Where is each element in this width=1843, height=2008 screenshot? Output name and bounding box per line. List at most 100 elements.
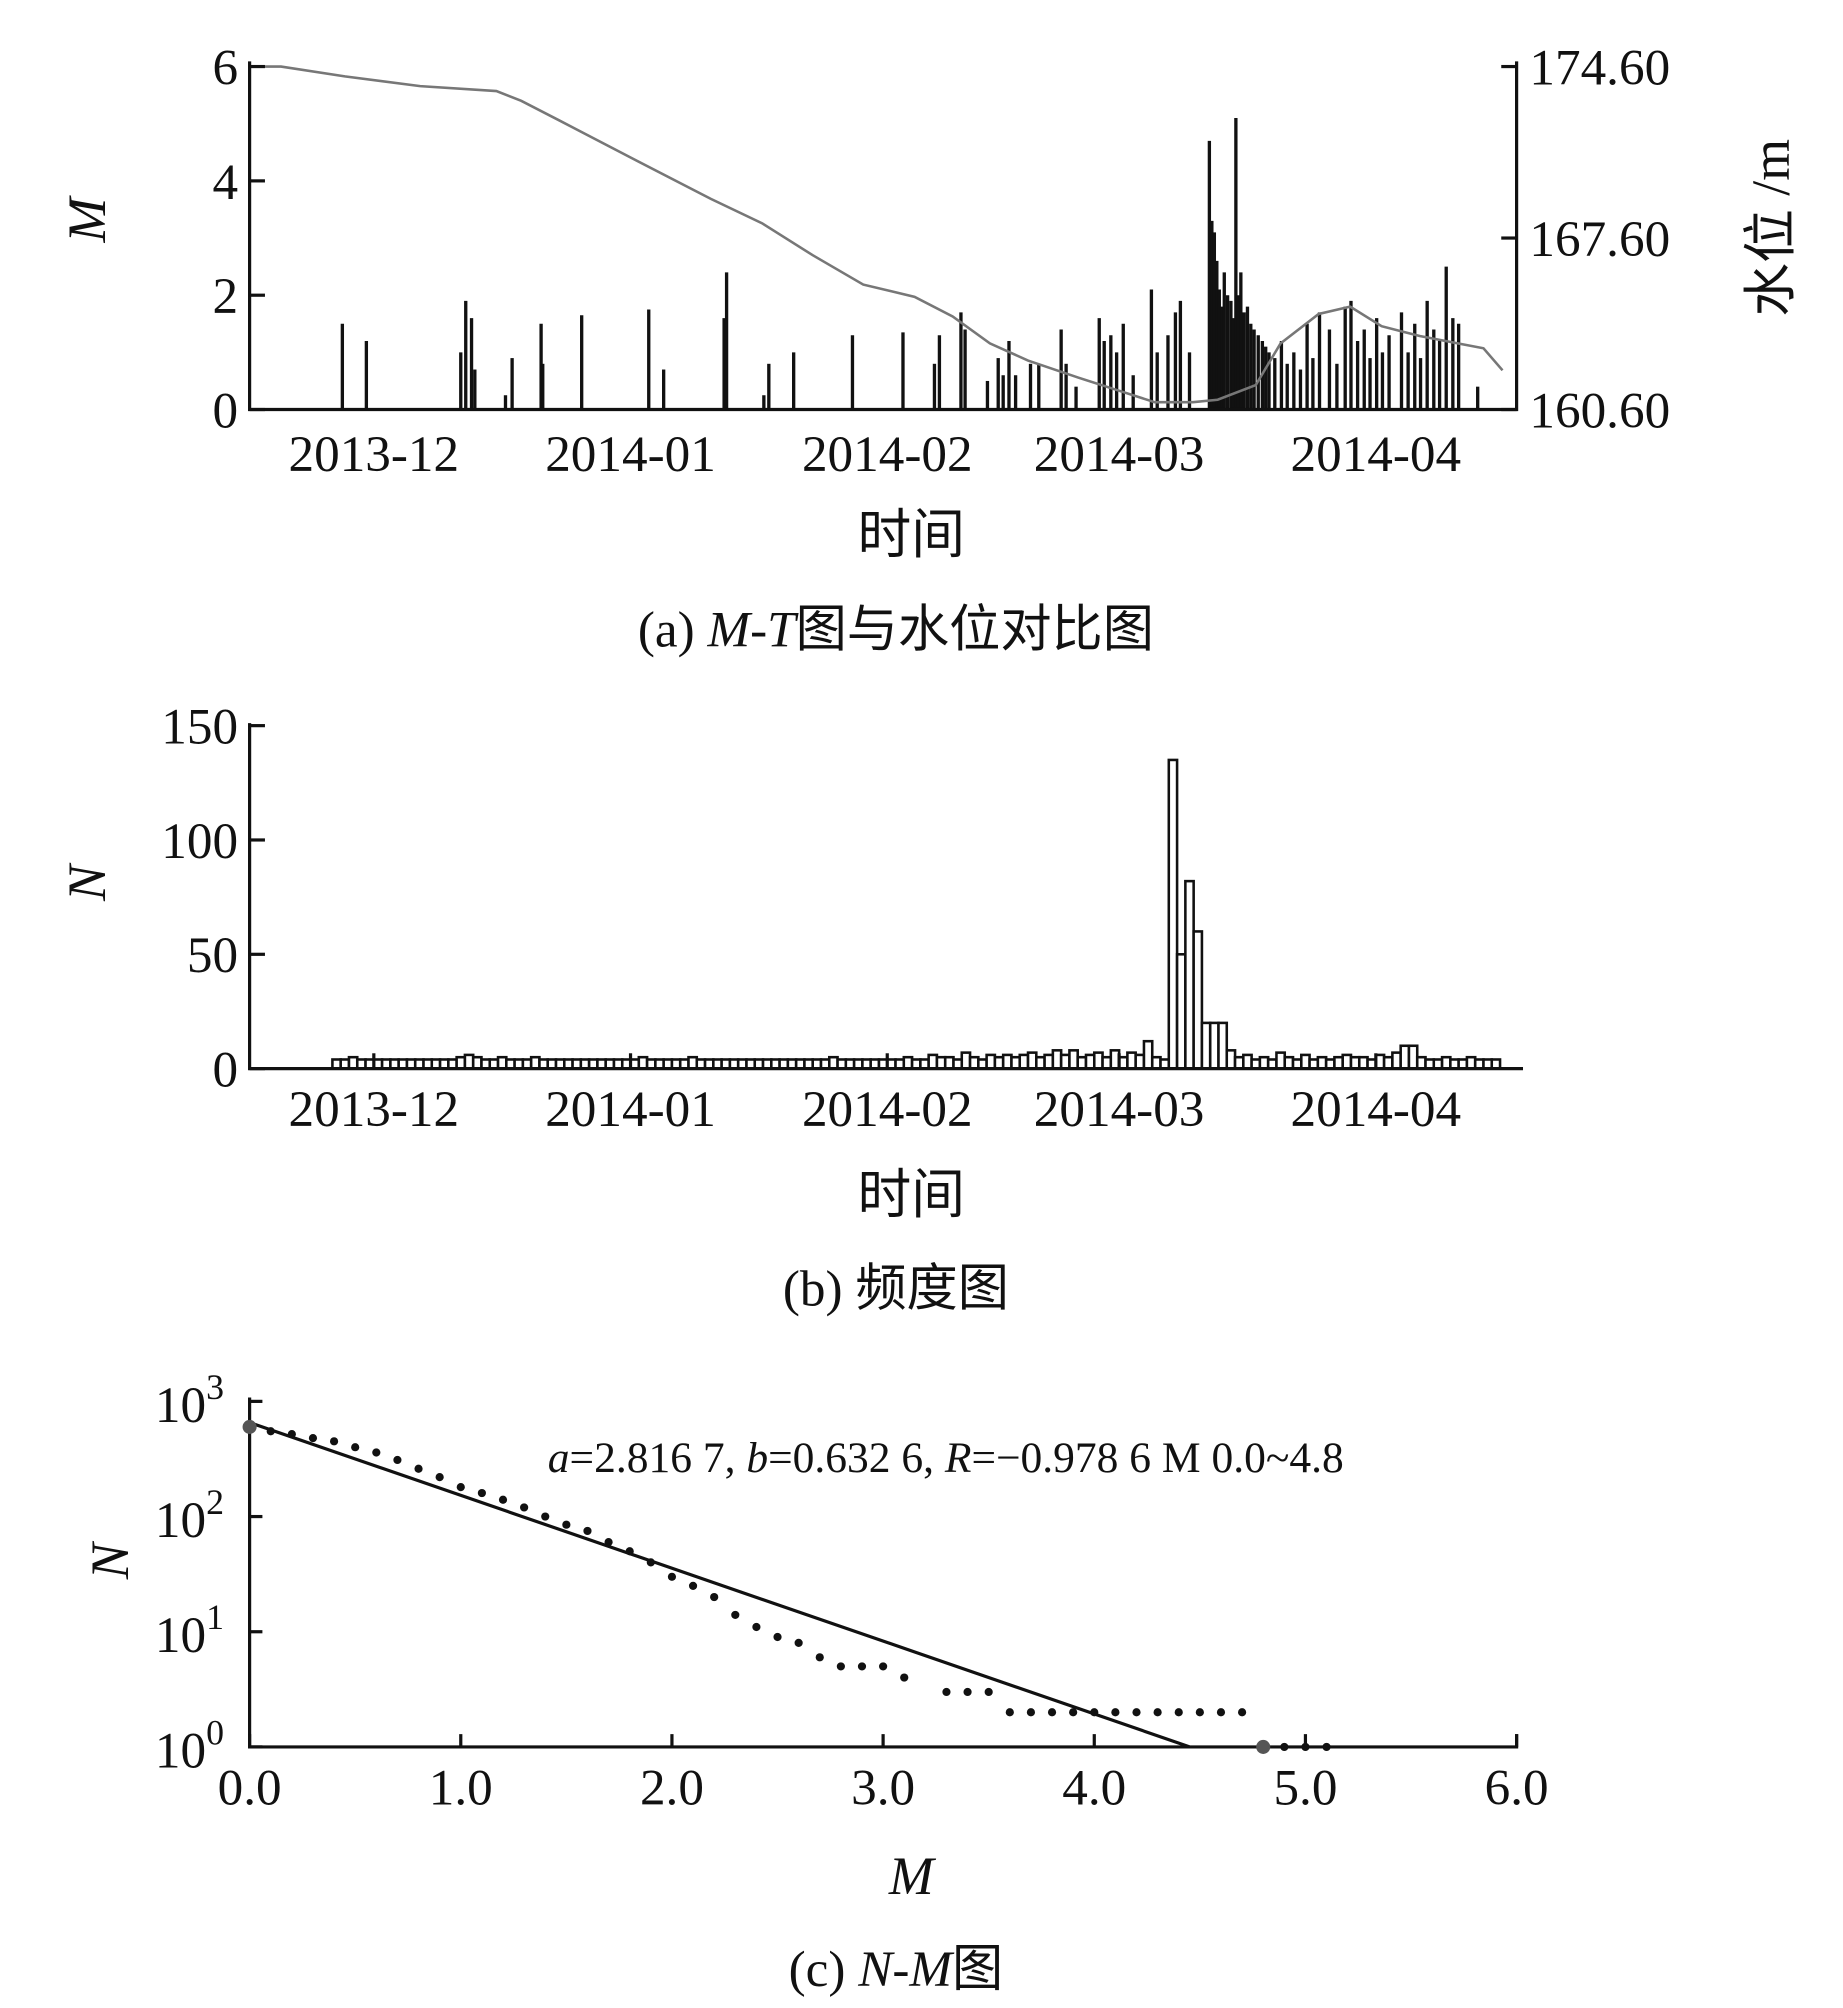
x-ticks: 2013-12 2014-01 2014-02 2014-03 2014-04	[289, 1053, 1462, 1138]
data-point	[1005, 1708, 1014, 1717]
y-tick-label: 6	[212, 39, 238, 96]
right-y-axis-label: 水位 /m	[1741, 139, 1801, 317]
y-tick-label: 101	[155, 1597, 224, 1664]
data-point	[857, 1662, 867, 1671]
y-tick-label: 100	[161, 813, 238, 870]
x-ticks: 0.0 1.0 2.0 3.0 4.0 5.0 6.0	[218, 1734, 1549, 1817]
data-point	[879, 1662, 888, 1671]
y-ticks: 0 50 100 150	[161, 699, 265, 1099]
data-point	[414, 1464, 423, 1473]
chart-b-axes	[248, 723, 1524, 1071]
data-point	[963, 1687, 972, 1697]
data-point	[1256, 1739, 1271, 1754]
x-tick-label: 2014-04	[1291, 1081, 1462, 1138]
data-point	[435, 1473, 444, 1482]
y-axis-label: M	[57, 195, 117, 244]
data-point	[667, 1572, 677, 1581]
y-tick-label: 102	[155, 1482, 224, 1549]
x-tick-label: 2013-12	[289, 426, 460, 483]
x-tick-label: 1.0	[429, 1760, 493, 1817]
x-tick-label: 2.0	[640, 1760, 704, 1817]
y-tick-label: 150	[161, 699, 238, 756]
chart-c: 100 101 102 103 0.0 1.0 2.0 3.0 4.0 5.0 6.0 a=2.8…	[80, 1367, 1549, 1998]
data-point	[1047, 1708, 1057, 1717]
data-point	[287, 1429, 296, 1439]
data-point	[562, 1520, 571, 1529]
data-point	[1111, 1708, 1120, 1717]
y-tick-label: 2	[212, 268, 238, 325]
data-point	[794, 1638, 803, 1647]
chart-a-axes	[248, 61, 1519, 412]
data-point	[351, 1443, 360, 1452]
data-point	[1132, 1708, 1141, 1717]
x-axis-label: 时间	[858, 505, 966, 565]
caption-b: (b) 频度图	[783, 1260, 1009, 1317]
data-point	[372, 1448, 381, 1457]
y-tick-label: 100	[155, 1712, 224, 1779]
data-point	[329, 1437, 339, 1446]
data-point	[541, 1512, 550, 1521]
x-axis-label: 时间	[858, 1165, 966, 1225]
x-tick-label: 2014-04	[1291, 426, 1462, 483]
data-point	[1090, 1708, 1099, 1717]
y-tick-label: 103	[155, 1367, 224, 1434]
left-y-ticks: 0 2 4 6	[212, 39, 265, 439]
y-axis-label: N	[80, 1540, 140, 1580]
magnitude-bars	[340, 117, 1480, 410]
data-point	[477, 1488, 486, 1498]
x-tick-label: 3.0	[851, 1760, 915, 1817]
y-tick-label: 0	[212, 1042, 238, 1099]
data-points	[242, 1419, 1331, 1754]
fit-line	[249, 1420, 1190, 1749]
y-axis-label: N	[57, 862, 117, 902]
data-point	[731, 1610, 740, 1620]
x-tick-label: 2014-01	[545, 426, 716, 483]
data-point	[942, 1687, 951, 1697]
data-point	[1237, 1708, 1247, 1717]
data-point	[393, 1455, 402, 1465]
x-axis-label: M	[888, 1846, 937, 1906]
x-tick-label: 6.0	[1485, 1760, 1549, 1817]
y-tick-label: 0	[212, 382, 238, 439]
data-point	[1069, 1708, 1078, 1717]
x-tick-label: 2014-02	[802, 426, 973, 483]
data-point	[984, 1687, 993, 1697]
data-point	[1322, 1742, 1331, 1752]
data-point	[710, 1592, 719, 1602]
data-point	[1153, 1708, 1162, 1717]
right-y-tick-label: 160.60	[1529, 382, 1670, 439]
x-tick-label: 4.0	[1062, 1760, 1126, 1817]
data-point	[1216, 1708, 1226, 1717]
data-point	[456, 1483, 465, 1492]
right-y-ticks: 160.60 167.60 174.60	[1501, 39, 1670, 439]
data-point	[583, 1526, 592, 1536]
data-point	[900, 1673, 909, 1682]
data-point	[308, 1433, 318, 1443]
data-point	[1174, 1708, 1183, 1717]
data-point	[242, 1419, 257, 1434]
x-ticks: 2013-12 2014-01 2014-02 2014-03 2014-04	[289, 426, 1462, 483]
fit-annotation: a=2.816 7, b=0.632 6, R=−0.978 6 M 0.0~4…	[548, 1434, 1344, 1482]
caption-c: (c) N-M图	[789, 1941, 1004, 1998]
data-point	[1301, 1742, 1310, 1752]
data-point	[1280, 1742, 1289, 1752]
x-tick-label: 5.0	[1273, 1760, 1337, 1817]
y-ticks: 100 101 102 103	[155, 1367, 263, 1779]
data-point	[836, 1662, 845, 1671]
data-point	[815, 1653, 824, 1662]
x-tick-label: 2014-01	[545, 1081, 716, 1138]
data-point	[1026, 1708, 1036, 1717]
caption-a: (a) M-T图与水位对比图	[638, 601, 1154, 658]
y-tick-label: 50	[187, 927, 238, 984]
x-tick-label: 2014-02	[802, 1081, 973, 1138]
data-point	[625, 1547, 634, 1556]
data-point	[688, 1581, 698, 1590]
data-point	[646, 1558, 655, 1567]
x-tick-label: 2014-03	[1034, 1081, 1205, 1138]
data-point	[498, 1495, 508, 1504]
water-level-line	[249, 65, 1504, 404]
x-tick-label: 2013-12	[289, 1081, 460, 1138]
